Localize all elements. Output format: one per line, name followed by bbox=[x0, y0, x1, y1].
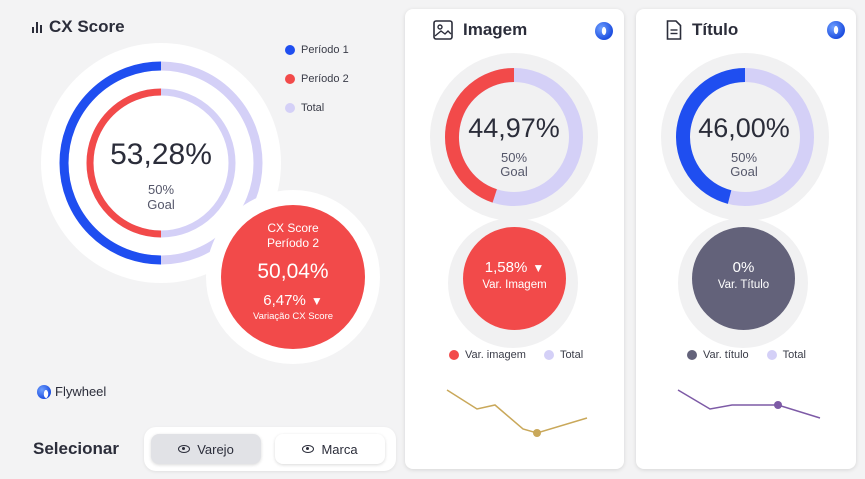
card-imagem-header: Imagem bbox=[433, 20, 527, 40]
periodo-2-bubble: CX Score Período 2 50,04% 6,47% ▼ Variaç… bbox=[221, 205, 365, 349]
var-titulo-label: Var. Título bbox=[717, 279, 770, 291]
card-titulo-title: Título bbox=[692, 20, 739, 39]
legend-dot-total bbox=[543, 350, 554, 360]
legend-item-periodo-1: Período 1 bbox=[285, 42, 349, 57]
imagem-value-arc bbox=[445, 68, 515, 203]
arrow-down-icon: ▼ bbox=[310, 293, 323, 308]
main-donut-goal-label: Goal bbox=[147, 197, 175, 212]
var-imagem-row: 1,58% ▼ bbox=[463, 259, 566, 276]
imagem-value: 44,97% bbox=[468, 113, 560, 143]
legend-dot-blue bbox=[285, 44, 295, 55]
var-imagem-value: 1,58% bbox=[484, 259, 528, 276]
legend-label: Total bbox=[301, 101, 325, 114]
card-imagem-title: Imagem bbox=[463, 20, 528, 39]
titulo-value-arc bbox=[676, 68, 746, 204]
titulo-goal-pct: 50% bbox=[730, 150, 758, 165]
imagem-donut-center: 44,97% 50% Goal bbox=[445, 113, 583, 179]
marca-label: Marca bbox=[321, 441, 358, 457]
flywheel-logo-icon bbox=[595, 22, 613, 40]
legend-label: Total bbox=[782, 349, 806, 361]
cx-score-donut bbox=[41, 43, 281, 283]
legend-dot-gray bbox=[687, 350, 697, 360]
bar-chart-icon bbox=[32, 21, 42, 33]
page-title: CX Score bbox=[49, 17, 125, 36]
imagem-sparkline bbox=[446, 389, 588, 437]
flywheel-logo-icon bbox=[827, 21, 845, 39]
bubble-variation-value: 6,47% bbox=[263, 292, 306, 309]
card-imagem: Imagem 44,97% 50% Goal 1,58% ▼ Var. Imag… bbox=[405, 9, 624, 469]
titulo-goal-label: Goal bbox=[730, 164, 758, 179]
eye-icon bbox=[178, 445, 191, 453]
donut-backdrop bbox=[41, 43, 281, 283]
legend-label: Var. título bbox=[703, 349, 749, 361]
titulo-sparkline bbox=[677, 389, 821, 419]
legend-dot-total bbox=[285, 102, 295, 113]
legend-dot-red bbox=[285, 73, 295, 84]
titulo-donut bbox=[661, 53, 829, 221]
varejo-button[interactable]: Varejo bbox=[151, 434, 261, 464]
brand-name: Flywheel bbox=[55, 384, 107, 399]
legend-label: Total bbox=[559, 349, 584, 361]
bubble-variation: 6,47% ▼ bbox=[221, 292, 365, 309]
legend-item-total: Total bbox=[766, 349, 806, 361]
main-donut-value: 53,28% bbox=[110, 138, 212, 171]
legend-label: Período 1 bbox=[301, 43, 349, 56]
legend-item-total: Total bbox=[285, 100, 349, 115]
imagem-legend: Var. imagem Total bbox=[449, 349, 583, 361]
periodo-1-arc bbox=[59, 61, 162, 265]
image-icon bbox=[433, 20, 453, 40]
legend: Período 1 Período 2 Total bbox=[285, 42, 349, 129]
legend-item-total: Total bbox=[543, 349, 584, 361]
card-titulo-header: Título bbox=[666, 20, 738, 40]
flywheel-logo-icon bbox=[37, 384, 51, 399]
var-imagem-bubble: 1,58% ▼ Var. Imagem bbox=[463, 227, 566, 330]
var-titulo-value: 0% bbox=[732, 259, 755, 276]
imagem-goal-label: Goal bbox=[500, 164, 528, 179]
titulo-value: 46,00% bbox=[698, 113, 790, 143]
flywheel-brand: Flywheel bbox=[37, 384, 106, 399]
legend-label: Var. imagem bbox=[465, 349, 526, 361]
bubble-variation-label: Variação CX Score bbox=[252, 311, 334, 322]
titulo-donut-center: 46,00% 50% Goal bbox=[675, 113, 813, 179]
legend-item-var: Var. imagem bbox=[449, 349, 526, 361]
sparkline-point bbox=[533, 429, 541, 437]
bubble-title-line1: CX Score bbox=[267, 221, 319, 235]
imagem-goal-pct: 50% bbox=[500, 150, 528, 165]
legend-item-var: Var. título bbox=[687, 349, 749, 361]
legend-label: Período 2 bbox=[301, 72, 349, 85]
main-donut-goal-pct: 50% bbox=[147, 182, 175, 197]
card-titulo: Título 46,00% 50% Goal 0% Var. Título Va… bbox=[636, 9, 856, 469]
sparkline-point bbox=[774, 401, 782, 409]
periodo-2-arc bbox=[86, 88, 162, 238]
sparkline-line bbox=[677, 389, 821, 419]
titulo-legend: Var. título Total bbox=[687, 349, 806, 361]
bubble-value: 50,04% bbox=[257, 260, 329, 283]
varejo-label: Varejo bbox=[197, 441, 234, 457]
sparkline-line bbox=[446, 389, 588, 434]
legend-item-periodo-2: Período 2 bbox=[285, 71, 349, 86]
selector-label: Selecionar bbox=[33, 439, 119, 458]
legend-dot-red bbox=[449, 350, 459, 360]
document-icon bbox=[666, 20, 682, 40]
eye-icon bbox=[302, 445, 315, 453]
main-donut-center: 53,28% 50% Goal bbox=[95, 138, 227, 212]
legend-dot-total bbox=[766, 350, 777, 360]
arrow-down-icon: ▼ bbox=[532, 260, 545, 275]
cx-score-header: CX Score bbox=[32, 17, 125, 37]
bubble-title-line2: Período 2 bbox=[266, 236, 320, 250]
var-titulo-bubble: 0% Var. Título bbox=[692, 227, 795, 330]
imagem-donut bbox=[430, 53, 598, 221]
marca-button[interactable]: Marca bbox=[275, 434, 385, 464]
selector-group: Varejo Marca bbox=[144, 427, 396, 471]
var-imagem-label: Var. Imagem bbox=[482, 279, 547, 291]
